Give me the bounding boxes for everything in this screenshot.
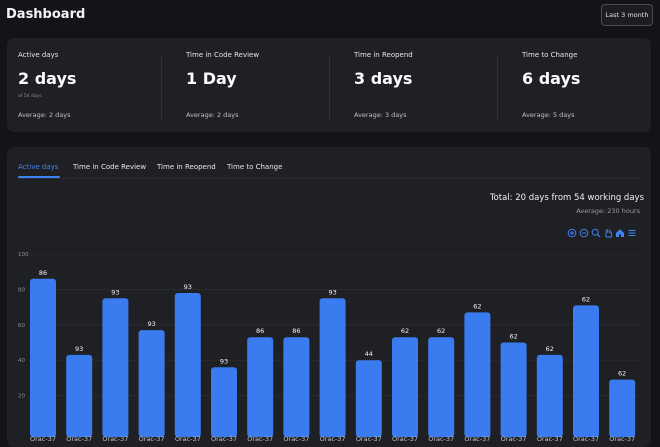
y-tick-label: 40 bbox=[18, 358, 25, 364]
data-label: 93 bbox=[147, 320, 155, 328]
data-label: 93 bbox=[184, 283, 192, 291]
stat-value: 3 days bbox=[354, 69, 413, 88]
data-label: 62 bbox=[546, 345, 554, 353]
stat-label: Time in Code Review bbox=[186, 51, 260, 59]
chart-bar bbox=[355, 360, 382, 437]
divider bbox=[161, 56, 162, 120]
data-label: 86 bbox=[39, 269, 47, 277]
data-label: 93 bbox=[111, 288, 119, 296]
x-tick-label: Orac-37 bbox=[247, 435, 273, 443]
chart-bar bbox=[319, 298, 346, 437]
stat-label: Time in Reopend bbox=[354, 51, 413, 59]
data-label: 62 bbox=[582, 295, 590, 303]
x-tick-label: Orac-37 bbox=[175, 435, 201, 443]
chart-panel: Active days Time in Code Review Time in … bbox=[7, 147, 651, 447]
data-label: 93 bbox=[220, 357, 228, 365]
chart-bar bbox=[609, 379, 636, 437]
x-tick-label: Orac-37 bbox=[464, 435, 490, 443]
x-tick-label: Orac-37 bbox=[30, 435, 56, 443]
zoom-out-icon[interactable] bbox=[579, 228, 589, 238]
tab-code-review[interactable]: Time in Code Review bbox=[73, 163, 147, 171]
total-summary: Total: 20 days from 54 working days bbox=[489, 193, 644, 203]
x-tick-label: Orac-37 bbox=[283, 435, 309, 443]
chart-bar bbox=[211, 367, 237, 437]
chart-bar bbox=[573, 305, 599, 437]
data-label: 62 bbox=[401, 327, 409, 335]
menu-icon[interactable] bbox=[627, 228, 637, 238]
average-summary: Average: 230 hours bbox=[576, 207, 640, 215]
y-tick-label: 60 bbox=[18, 323, 25, 329]
zoom-in-icon[interactable] bbox=[567, 228, 577, 238]
stat-label: Active days bbox=[18, 51, 59, 59]
stat-active-days: Active days 2 days of 54 days Average: 2… bbox=[18, 38, 168, 132]
data-label: 93 bbox=[328, 288, 336, 296]
tab-active-days[interactable]: Active days bbox=[18, 163, 59, 171]
x-tick-label: Orac-37 bbox=[320, 435, 346, 443]
data-label: 62 bbox=[437, 327, 445, 335]
x-tick-label: Orac-37 bbox=[573, 435, 599, 443]
chart-bar bbox=[66, 354, 93, 437]
tab-divider bbox=[18, 178, 640, 179]
y-tick-label: 80 bbox=[18, 287, 25, 293]
divider bbox=[329, 56, 330, 120]
stat-label: Time to Change bbox=[522, 51, 578, 59]
chart-bar bbox=[138, 330, 165, 437]
stat-value: 1 Day bbox=[186, 69, 237, 88]
data-label: 62 bbox=[618, 370, 626, 378]
chart-bar bbox=[174, 292, 201, 437]
data-label: 86 bbox=[292, 327, 300, 335]
page-title: Dashboard bbox=[6, 7, 86, 22]
x-tick-label: Orac-37 bbox=[66, 435, 92, 443]
stat-value: 6 days bbox=[522, 69, 581, 88]
chart-bar bbox=[536, 354, 563, 437]
active-tab-indicator bbox=[18, 176, 60, 178]
stat-subtext: of 54 days bbox=[18, 94, 42, 99]
data-label: 62 bbox=[473, 302, 481, 310]
y-tick-label: 20 bbox=[18, 394, 25, 400]
data-label: 93 bbox=[75, 345, 83, 353]
x-tick-label: Orac-37 bbox=[139, 435, 165, 443]
chart-bar bbox=[283, 337, 310, 437]
chart-bar bbox=[428, 337, 455, 437]
x-tick-label: Orac-37 bbox=[392, 435, 418, 443]
data-label: 44 bbox=[365, 350, 373, 358]
y-tick-label: 100 bbox=[18, 252, 29, 258]
stat-code-review: Time in Code Review 1 Day Average: 2 day… bbox=[186, 38, 336, 132]
chart-bar bbox=[500, 342, 527, 437]
x-tick-label: Orac-37 bbox=[102, 435, 128, 443]
x-tick-label: Orac-37 bbox=[609, 435, 635, 443]
stat-value: 2 days bbox=[18, 69, 77, 88]
chart-bar bbox=[392, 337, 418, 437]
stat-average: Average: 3 days bbox=[354, 111, 407, 119]
stat-average: Average: 2 days bbox=[18, 111, 71, 119]
stat-average: Average: 2 days bbox=[186, 111, 239, 119]
stat-average: Average: 5 days bbox=[522, 111, 575, 119]
x-tick-label: Orac-37 bbox=[211, 435, 237, 443]
divider bbox=[497, 56, 498, 120]
top-bar: Dashboard Last 3 month bbox=[0, 0, 660, 32]
tab-time-to-change[interactable]: Time to Change bbox=[227, 163, 283, 171]
chart-bar bbox=[30, 278, 56, 437]
chart-bar bbox=[464, 312, 491, 437]
x-tick-label: Orac-37 bbox=[428, 435, 454, 443]
bar-chart: 20 40 60 80 100 86 Orac-37 93 Orac-37 93 Orac-37 93… bbox=[18, 252, 641, 443]
stats-card: Active days 2 days of 54 days Average: 2… bbox=[7, 38, 651, 132]
stat-time-to-change: Time to Change 6 days Average: 5 days bbox=[522, 38, 660, 132]
data-label: 86 bbox=[256, 327, 264, 335]
chart-bar bbox=[102, 298, 129, 437]
x-tick-label: Orac-37 bbox=[356, 435, 382, 443]
x-tick-label: Orac-37 bbox=[537, 435, 563, 443]
zoom-selection-icon[interactable] bbox=[591, 228, 601, 238]
stat-reopend: Time in Reopend 3 days Average: 3 days bbox=[354, 38, 504, 132]
chart-toolbar bbox=[567, 228, 641, 240]
chart-bar bbox=[247, 337, 274, 437]
x-tick-label: Orac-37 bbox=[501, 435, 527, 443]
home-reset-icon[interactable] bbox=[615, 228, 625, 238]
data-label: 62 bbox=[509, 333, 517, 341]
tab-reopend[interactable]: Time in Reopend bbox=[157, 163, 216, 171]
pan-hand-icon[interactable] bbox=[603, 228, 613, 238]
date-range-button[interactable]: Last 3 month bbox=[601, 4, 653, 26]
